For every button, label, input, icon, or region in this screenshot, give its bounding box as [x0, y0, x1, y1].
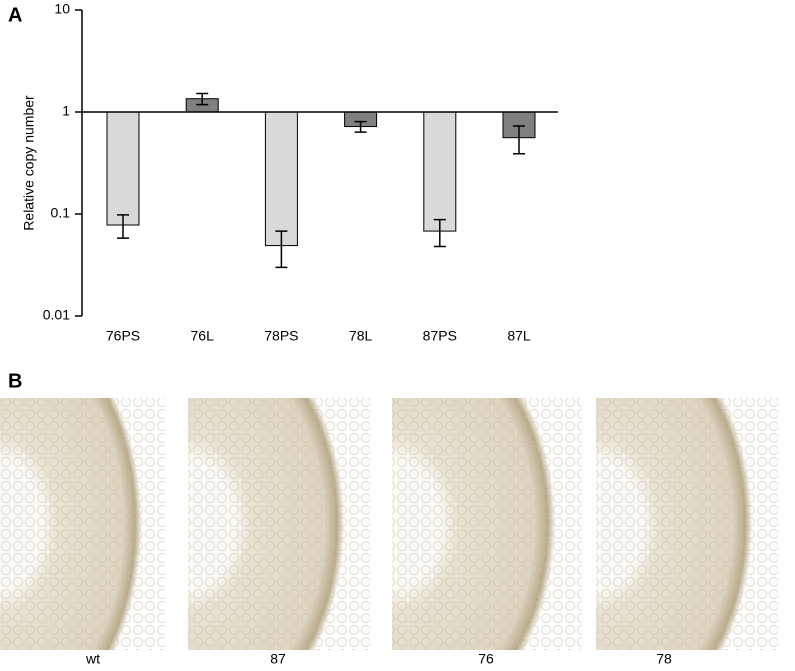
- error-bar: [513, 125, 525, 155]
- bar: [106, 111, 140, 226]
- bar: [264, 111, 298, 247]
- image-caption: wt: [85, 651, 100, 667]
- x-tick-label: 87PS: [423, 328, 457, 344]
- micrograph: [188, 398, 370, 650]
- error-bar: [275, 230, 288, 269]
- micrographs: [0, 398, 778, 650]
- image-caption: 76: [478, 651, 494, 667]
- panel-label: B: [8, 370, 22, 392]
- micrograph: [0, 398, 165, 650]
- y-tick-label: 1: [62, 103, 70, 119]
- error-bar: [117, 214, 129, 239]
- image-caption: 78: [656, 651, 672, 667]
- x-tick-label: 87L: [507, 328, 531, 344]
- error-bar: [196, 92, 209, 106]
- y-tick-label: 10: [54, 1, 70, 17]
- panel-label: A: [8, 4, 22, 26]
- x-tick-label: 78PS: [264, 328, 298, 344]
- x-tick-label: 76L: [191, 328, 215, 344]
- y-tick-label: 0.01: [43, 307, 70, 323]
- y-axis-label: Relative copy number: [21, 95, 37, 231]
- y-tick-label: 0.1: [51, 205, 71, 221]
- error-bar: [433, 218, 446, 248]
- micrograph: [392, 398, 582, 650]
- micrograph: [596, 398, 778, 650]
- error-bar: [354, 120, 367, 133]
- x-tick-label: 78L: [349, 328, 373, 344]
- x-tick-label: 76PS: [106, 328, 140, 344]
- bar: [423, 111, 457, 232]
- image-caption: 87: [270, 651, 286, 667]
